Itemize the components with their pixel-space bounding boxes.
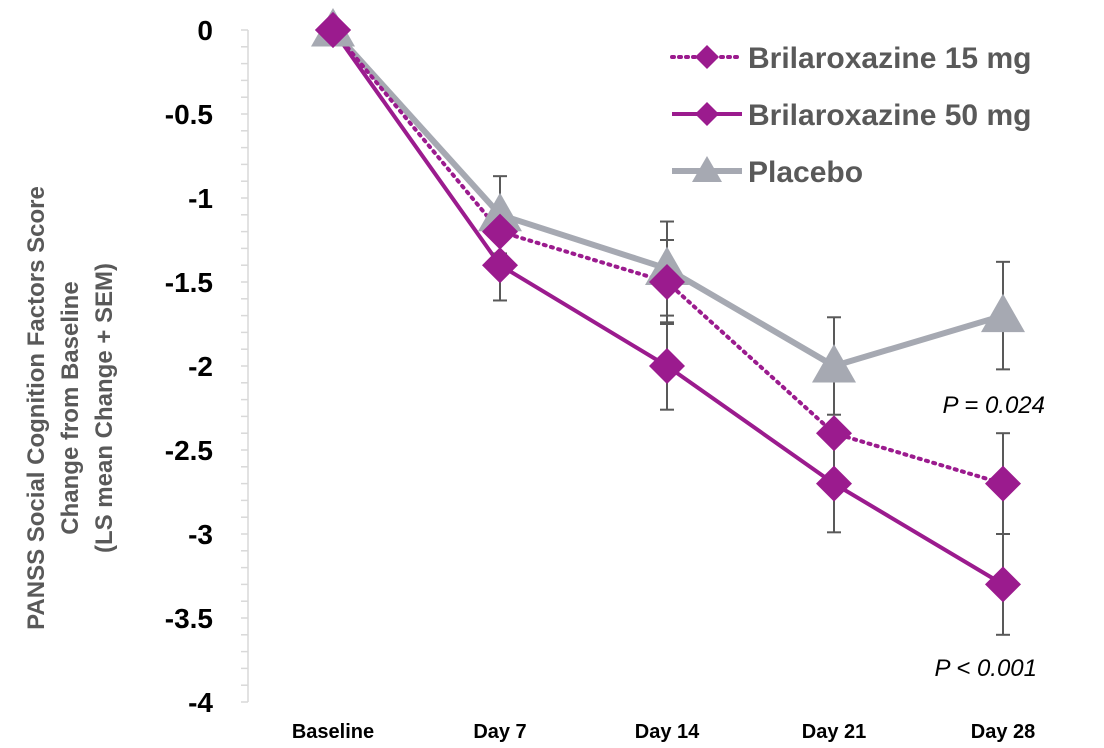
error-bars bbox=[493, 175, 1010, 636]
data-point-b50 bbox=[649, 348, 685, 384]
y-tick-label: 0 bbox=[197, 15, 213, 46]
legend-triangle-placebo-icon bbox=[692, 156, 722, 182]
y-tick-label: -1 bbox=[188, 183, 213, 214]
y-axis-title-line-1: PANSS Social Cognition Factors Score bbox=[23, 186, 50, 630]
legend-label-placebo: Placebo bbox=[748, 156, 863, 189]
y-tick-label: -0.5 bbox=[165, 99, 213, 130]
data-point-b50 bbox=[482, 247, 518, 284]
data-point-b15 bbox=[649, 264, 685, 300]
legend-item-brilaroxazine-15mg: Brilaroxazine 15 mg bbox=[670, 42, 1031, 75]
y-tick-label: -1.5 bbox=[165, 267, 213, 298]
x-axis-tick-labels: Baseline Day 7 Day 14 Day 21 Day 28 bbox=[292, 721, 1035, 743]
data-point-b50 bbox=[315, 12, 351, 48]
legend: Brilaroxazine 15 mg Brilaroxazine 50 mg … bbox=[670, 42, 1031, 189]
y-tick-label: -3.5 bbox=[165, 603, 213, 634]
data-point-b15 bbox=[985, 465, 1021, 502]
legend-label-50mg: Brilaroxazine 50 mg bbox=[748, 99, 1031, 132]
data-point-pbo bbox=[981, 293, 1025, 333]
data-point-b15 bbox=[482, 213, 518, 250]
y-axis-tick-labels: 0 -0.5 -1 -1.5 -2 -2.5 -3 -3.5 -4 bbox=[165, 15, 214, 718]
p-value-annotation-50mg: P < 0.001 bbox=[934, 655, 1037, 682]
y-axis-title-line-3: (LS mean Change + SEM) bbox=[91, 263, 118, 553]
data-point-b50 bbox=[816, 465, 852, 502]
x-tick-label: Day 21 bbox=[802, 721, 867, 743]
x-tick-label: Baseline bbox=[292, 721, 374, 743]
p-value-annotation-15mg: P = 0.024 bbox=[942, 392, 1045, 419]
series-markers bbox=[311, 8, 1025, 603]
y-tick-label: -3 bbox=[188, 519, 213, 550]
y-axis-title-line-2: Change from Baseline bbox=[57, 281, 84, 534]
legend-item-brilaroxazine-50mg: Brilaroxazine 50 mg bbox=[672, 99, 1031, 132]
legend-diamond-15mg-icon bbox=[695, 45, 719, 69]
y-tick-label: -4 bbox=[188, 687, 213, 718]
legend-diamond-50mg-icon bbox=[695, 102, 719, 126]
data-point-pbo bbox=[478, 192, 522, 232]
legend-label-15mg: Brilaroxazine 15 mg bbox=[748, 42, 1031, 75]
data-point-b15 bbox=[816, 415, 852, 452]
y-tick-label: -2.5 bbox=[165, 435, 213, 466]
legend-item-placebo: Placebo bbox=[672, 156, 863, 189]
y-tick-label: -2 bbox=[188, 351, 213, 382]
x-tick-label: Day 28 bbox=[971, 721, 1036, 743]
data-point-b50 bbox=[985, 566, 1021, 603]
x-tick-label: Day 14 bbox=[635, 721, 700, 743]
data-point-pbo bbox=[812, 344, 856, 383]
y-axis-title: PANSS Social Cognition Factors Score Cha… bbox=[23, 186, 118, 630]
x-tick-label: Day 7 bbox=[473, 721, 526, 743]
y-axis-minor-ticks bbox=[241, 29, 248, 703]
